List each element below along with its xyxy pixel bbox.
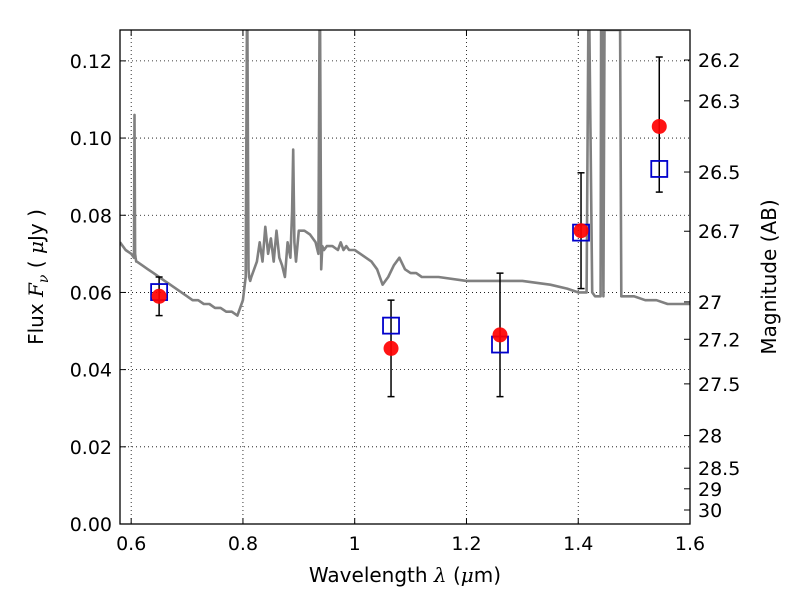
- mag-tick-label: 30: [698, 500, 722, 522]
- y2-axis-label: Magnitude (AB): [757, 199, 781, 354]
- axes: 0.6 0.8 1 1.2 1.4 1.6 0.00 0.02 0.04 0.06 0.08 0.10…: [24, 29, 781, 587]
- y-tick-label: 0.12: [70, 51, 112, 73]
- mag-tick-label: 27: [698, 292, 722, 314]
- observed-point: [573, 223, 589, 239]
- y-tick-label: 0.00: [70, 514, 112, 536]
- y-tick-label: 0.08: [70, 205, 112, 227]
- x-tick-label: 1: [349, 533, 361, 555]
- observed-point: [151, 288, 167, 304]
- model-square-marker: [650, 160, 669, 178]
- y-label-prefix: Flux: [24, 297, 48, 345]
- mag-tick-label: 29: [698, 479, 722, 501]
- x-tick-label: 1.4: [563, 533, 593, 555]
- y-label-subscript: ν: [36, 274, 52, 283]
- observed-point: [651, 118, 667, 134]
- mag-tick-label: 26.5: [698, 162, 740, 184]
- mag-tick-label: 26.2: [698, 50, 740, 72]
- spectrum-line: [120, 30, 690, 317]
- x-tick-label: 0.8: [228, 533, 258, 555]
- x-tick-label: 0.6: [116, 533, 146, 555]
- mag-tick-label: 27.5: [698, 374, 740, 396]
- x-label-prefix: Wavelength: [309, 563, 434, 587]
- x-axis-label: Wavelength λ (μm): [309, 563, 501, 587]
- y-axis-label: Flux Fν ( μJy ): [24, 209, 52, 345]
- grid: [120, 30, 690, 524]
- y-tick-label: 0.10: [70, 128, 112, 150]
- mag-tick-label: 28.5: [698, 458, 740, 480]
- y-label-symbol: F: [24, 282, 48, 298]
- observed-point: [383, 340, 399, 356]
- model-square-marker: [382, 316, 400, 335]
- x-tick-label: 1.6: [675, 533, 705, 555]
- mag-tick-label: 26.7: [698, 221, 740, 243]
- mag-tick-label: 28: [698, 426, 722, 448]
- y-tick-label: 0.02: [70, 437, 112, 459]
- x-label-paren: (: [447, 563, 461, 587]
- mag-tick-label: 27.2: [698, 329, 740, 351]
- plot-frame: [119, 29, 691, 525]
- y-label-unit: Jy ): [24, 209, 48, 243]
- x-label-unit-symbol: μ: [461, 563, 474, 587]
- mag-tick-label: 26.3: [698, 91, 740, 113]
- y-tick-label: 0.06: [70, 282, 112, 304]
- x-label-unit: m): [474, 563, 501, 587]
- y-label-unit-symbol: μ: [24, 241, 48, 254]
- y-label-middle: (: [24, 254, 48, 275]
- plot-area: [120, 30, 690, 398]
- y-tick-label: 0.04: [70, 360, 112, 382]
- x-label-symbol: λ: [433, 563, 447, 587]
- x-tick-label: 1.2: [451, 533, 481, 555]
- observed-point: [492, 327, 508, 343]
